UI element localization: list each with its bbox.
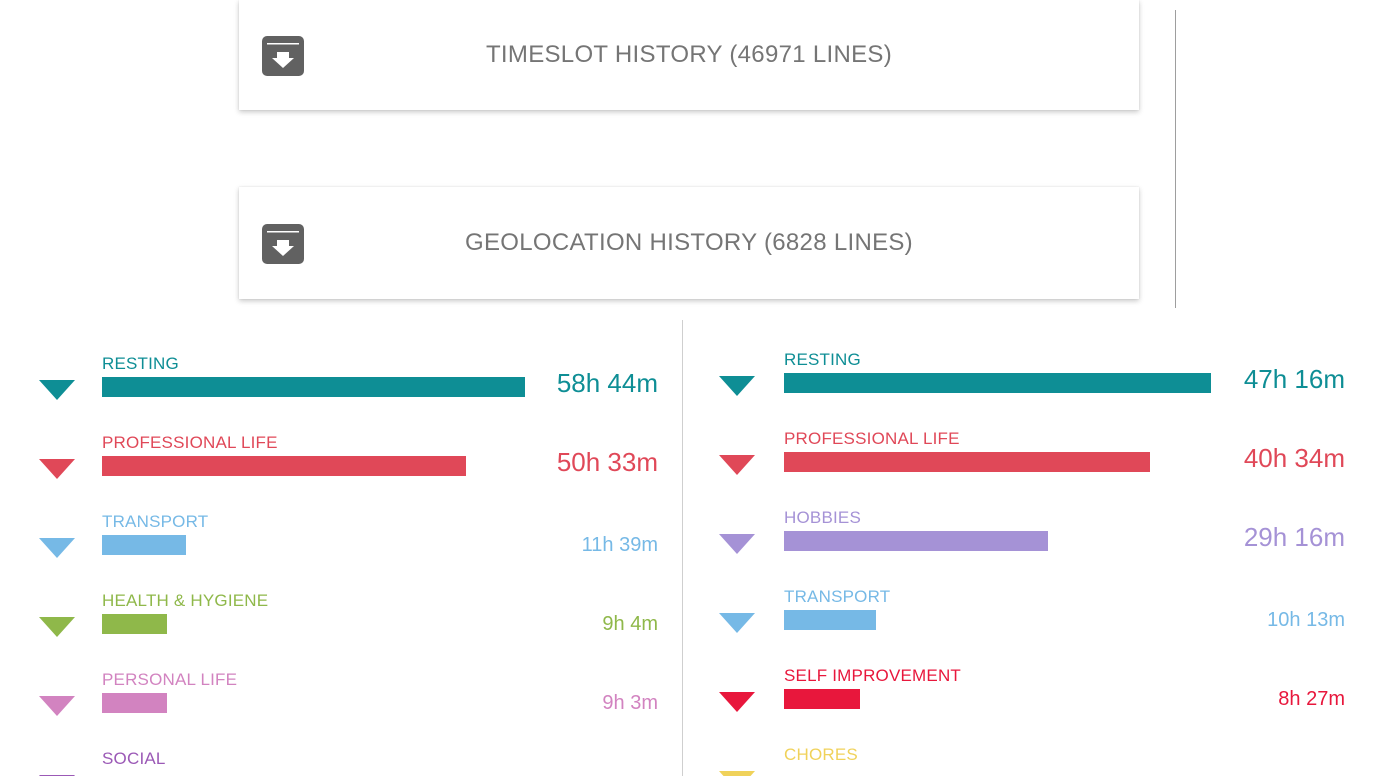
category-name: SELF IMPROVEMENT [784, 666, 962, 685]
duration-value: 9h 4m [602, 613, 658, 635]
expand-triangle-icon[interactable] [39, 617, 75, 637]
duration-value: 8h 27m [1278, 688, 1345, 710]
duration-bar [102, 535, 186, 555]
category-row-social[interactable]: SOCIAL [0, 727, 682, 776]
category-name: PROFESSIONAL LIFE [784, 429, 960, 448]
expand-triangle-icon[interactable] [719, 534, 755, 554]
download-box-icon [262, 36, 304, 76]
category-row-professional-life[interactable]: PROFESSIONAL LIFE 40h 34m [684, 407, 1379, 487]
category-name: HOBBIES [784, 508, 861, 527]
category-row-health-and-hygiene[interactable]: HEALTH & HYGIENE 9h 4m [0, 569, 682, 649]
category-row-resting[interactable]: RESTING 58h 44m [0, 332, 682, 412]
category-row-chores[interactable]: CHORES [684, 723, 1379, 776]
expand-triangle-icon[interactable] [39, 380, 75, 400]
duration-bar [784, 531, 1048, 551]
duration-bar [102, 377, 525, 397]
category-name: RESTING [784, 350, 861, 369]
category-row-transport[interactable]: TRANSPORT 11h 39m [0, 490, 682, 570]
duration-bar [102, 693, 167, 713]
duration-bar [102, 456, 466, 476]
duration-value: 50h 33m [556, 447, 658, 477]
category-row-hobbies[interactable]: HOBBIES 29h 16m [684, 486, 1379, 566]
category-name: RESTING [102, 354, 179, 373]
duration-value: 9h 3m [602, 692, 658, 714]
expand-triangle-icon[interactable] [719, 376, 755, 396]
category-name: PERSONAL LIFE [102, 670, 238, 689]
category-name: HEALTH & HYGIENE [102, 591, 269, 610]
category-row-resting[interactable]: RESTING 47h 16m [684, 328, 1379, 408]
category-row-transport[interactable]: TRANSPORT 10h 13m [684, 565, 1379, 645]
geolocation-history-label: GEOLOCATION HISTORY (6828 LINES) [465, 229, 913, 256]
category-name: PROFESSIONAL LIFE [102, 433, 278, 452]
expand-triangle-icon[interactable] [719, 771, 755, 776]
duration-value: 11h 39m [581, 534, 658, 556]
category-name: CHORES [784, 745, 858, 764]
export-section: TIMESLOT HISTORY (46971 LINES) GEOLOCATI… [0, 0, 1379, 310]
download-box-icon [262, 224, 304, 264]
category-name: TRANSPORT [784, 587, 891, 606]
expand-triangle-icon[interactable] [39, 459, 75, 479]
duration-value: 58h 44m [556, 368, 658, 398]
right-time-summary-panel: RESTING 47h 16m PROFESSIONAL LIFE 40h 34m HO… [684, 320, 1379, 776]
duration-bar [784, 610, 876, 630]
duration-value: 10h 13m [1267, 609, 1345, 631]
expand-triangle-icon[interactable] [39, 696, 75, 716]
duration-bar [784, 689, 860, 709]
expand-triangle-icon[interactable] [719, 455, 755, 475]
left-time-summary-panel: RESTING 58h 44m PROFESSIONAL LIFE 50h 33m TR… [0, 320, 682, 776]
expand-triangle-icon[interactable] [719, 613, 755, 633]
duration-value: 47h 16m [1243, 364, 1345, 394]
timeslot-history-label: TIMESLOT HISTORY (46971 LINES) [485, 41, 893, 68]
duration-bar [784, 452, 1150, 472]
timeslot-history-export-button[interactable]: TIMESLOT HISTORY (46971 LINES) [239, 0, 1139, 110]
category-name: TRANSPORT [102, 512, 209, 531]
duration-value: 40h 34m [1243, 443, 1345, 473]
category-name: SOCIAL [102, 749, 166, 768]
duration-bar [784, 373, 1211, 393]
geolocation-history-export-button[interactable]: GEOLOCATION HISTORY (6828 LINES) [239, 187, 1139, 299]
category-row-professional-life[interactable]: PROFESSIONAL LIFE 50h 33m [0, 411, 682, 491]
expand-triangle-icon[interactable] [39, 538, 75, 558]
category-row-self-improvement[interactable]: SELF IMPROVEMENT 8h 27m [684, 644, 1379, 724]
duration-value: 29h 16m [1243, 522, 1345, 552]
expand-triangle-icon[interactable] [719, 692, 755, 712]
category-row-personal-life[interactable]: PERSONAL LIFE 9h 3m [0, 648, 682, 728]
duration-bar [102, 614, 167, 634]
panel-divider [682, 320, 683, 776]
vertical-divider [1175, 10, 1176, 308]
